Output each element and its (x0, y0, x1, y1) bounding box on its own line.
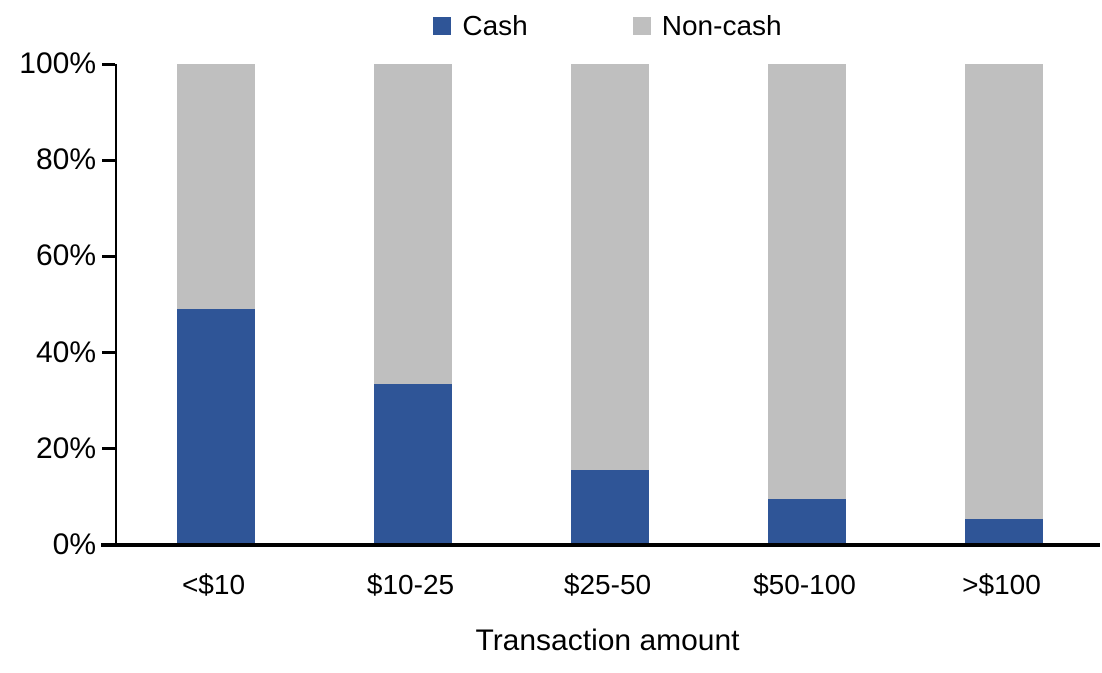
legend-swatch-icon (632, 17, 651, 35)
legend: Cash Non-cash (115, 8, 1100, 44)
y-tick-label: 40% (35, 335, 96, 369)
y-tick-mark (102, 351, 115, 355)
y-tick-label: 80% (35, 143, 96, 177)
bar-segment-cash (964, 518, 1043, 545)
x-axis-line (101, 543, 1100, 547)
legend-item-non-cash: Non-cash (632, 8, 782, 44)
legend-label: Non-cash (661, 10, 782, 41)
y-tick-label: 100% (19, 47, 96, 80)
bar-segment-non-cash (176, 64, 255, 310)
legend-label: Cash (462, 10, 528, 41)
bar-slot-1 (117, 64, 314, 545)
legend-swatch-icon (433, 17, 452, 35)
bar-2550 (570, 64, 649, 545)
bar-10 (176, 64, 255, 545)
bar-slot-2 (314, 64, 511, 545)
y-tick-mark (102, 158, 115, 162)
bar-50100 (767, 64, 846, 545)
x-tick-label: >$100 (962, 569, 1041, 600)
legend-item-cash: Cash (433, 8, 528, 44)
x-tick-label: $50-100 (753, 569, 856, 600)
x-tick-label: $10-25 (366, 569, 455, 600)
bar-slot-4 (708, 64, 905, 545)
bar-segment-non-cash (570, 64, 649, 471)
bar-slot-3 (511, 64, 708, 545)
y-tick-label: 20% (35, 431, 96, 465)
y-tick-label: 0% (52, 528, 96, 561)
x-tick-labels: <$10 $10-25 $25-50 $50-100 >$100 (115, 568, 1100, 602)
x-axis-title: Transaction amount (475, 624, 740, 657)
y-tick-mark (102, 62, 115, 66)
bar-segment-cash (767, 499, 846, 545)
bar-segment-non-cash (964, 64, 1043, 519)
x-tick-label: $25-50 (563, 569, 652, 600)
plot-area (115, 64, 1102, 545)
bar-segment-cash (570, 470, 649, 545)
bar-segment-cash (176, 309, 255, 545)
bar-100 (964, 64, 1043, 545)
bar-slot-5 (905, 64, 1102, 545)
y-tick-mark (102, 447, 115, 451)
bar-segment-non-cash (373, 64, 452, 384)
bar-1025 (373, 64, 452, 545)
bar-segment-cash (373, 383, 452, 545)
bar-segment-non-cash (767, 64, 846, 500)
y-tick-mark (102, 254, 115, 258)
y-tick-label: 60% (35, 239, 96, 273)
x-tick-label: <$10 (181, 569, 246, 600)
